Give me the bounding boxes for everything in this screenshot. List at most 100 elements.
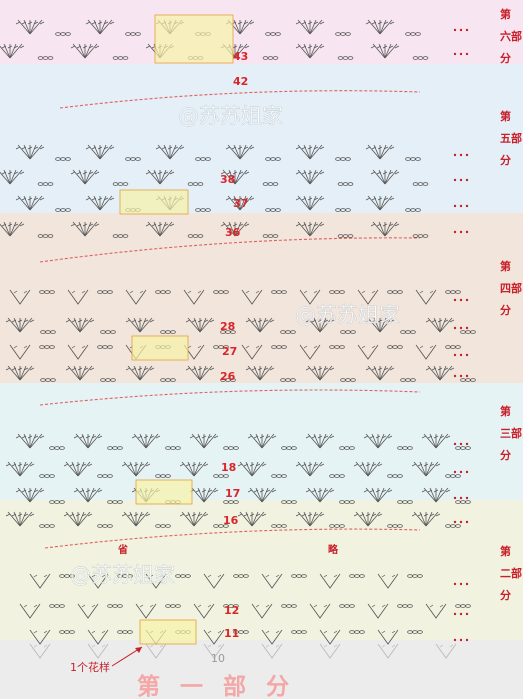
stitch-crossbar [445, 489, 451, 493]
chain-loop [233, 500, 239, 504]
shell-stitch-icon [15, 433, 45, 449]
shell-stitch-icon [421, 487, 451, 503]
stitch-stroke [377, 487, 385, 503]
stitch-crossbar [443, 319, 449, 323]
chain-stitch-icon [49, 500, 65, 504]
stitch-stroke [309, 19, 323, 35]
stitch-crossbar [29, 367, 35, 371]
omitted-curve-1 [59, 90, 421, 109]
stitch-crossbar [15, 146, 21, 150]
stitch-crossbar [145, 171, 151, 175]
chain-stitch-icon [165, 604, 181, 608]
stitch-crossbar [449, 319, 455, 323]
stitch-stroke [239, 144, 247, 160]
chain-loop [175, 446, 181, 450]
stitch-crossbar [85, 21, 91, 25]
stitch-crossbar [185, 513, 191, 517]
chain-loop [359, 574, 365, 578]
stitch-stroke [439, 365, 447, 381]
stitch-crossbar [319, 223, 325, 227]
section-band-part1 [0, 640, 523, 699]
chain-stitch-icon [117, 630, 133, 634]
stitch-crossbar [382, 45, 388, 49]
stitch-stroke [29, 19, 37, 35]
stitch-crossbar [245, 367, 251, 371]
row-number-38: 38 [220, 173, 235, 186]
stitch-crossbar [137, 367, 143, 371]
stitch-stroke [99, 195, 113, 211]
stitch-crossbar [301, 223, 307, 227]
chain-stitch-icon [160, 378, 176, 382]
stitch-crossbar [65, 367, 71, 371]
shell-stitch-icon [295, 43, 325, 59]
stitch-crossbar [319, 21, 325, 25]
stitch-crossbar [1, 223, 7, 227]
stitch-crossbar [13, 290, 18, 294]
stitch-crossbar [388, 171, 394, 175]
stitch-crossbar [13, 171, 19, 175]
chain-stitch-icon [55, 157, 71, 161]
stitch-crossbar [295, 223, 301, 227]
stitch-crossbar [209, 319, 215, 323]
chain-loop [345, 157, 351, 161]
stitch-stroke [77, 511, 85, 527]
chain-loop [47, 56, 54, 60]
chain-stitch-icon [387, 290, 403, 294]
stitch-crossbar [394, 45, 400, 49]
stitch-v [193, 603, 215, 619]
chain-loop [223, 345, 229, 349]
chain-stitch-icon [220, 378, 236, 382]
shell-stitch-icon [131, 433, 161, 449]
chain-stitch-icon [37, 182, 54, 186]
stitch-stroke [425, 461, 433, 477]
stitch-stroke [234, 221, 242, 237]
chain-loop [422, 182, 429, 186]
stitch-crossbar [109, 146, 115, 150]
stitch-crossbar [91, 574, 96, 578]
stitch-stroke [193, 511, 207, 527]
chain-stitch-icon [40, 378, 56, 382]
stitch-crossbar [363, 435, 369, 439]
pattern-repeat-label: 1个花样 [70, 660, 110, 674]
chain-loop [407, 604, 413, 608]
chain-loop [197, 182, 204, 186]
stitch-crossbar [143, 319, 149, 323]
dot [459, 153, 463, 157]
stitch-crossbar [213, 489, 219, 493]
stitch-crossbar [97, 21, 103, 25]
chain-loop [69, 630, 75, 634]
chain-stitch-icon [155, 524, 171, 528]
stitch-v [9, 289, 31, 305]
chain-stitch-icon [397, 500, 413, 504]
stitch-stroke [425, 511, 433, 527]
chain-stitch-icon [281, 446, 297, 450]
stitch-stroke [319, 487, 333, 503]
stitch-crossbar [295, 463, 301, 467]
stitch-crossbar [83, 367, 89, 371]
stitch-crossbar [220, 171, 226, 175]
chain-loop [175, 604, 181, 608]
stitch-crossbar [275, 644, 280, 648]
stitch-crossbar [195, 489, 201, 493]
chain-stitch-icon [262, 56, 279, 60]
stitch-crossbar [75, 513, 81, 517]
stitch-crossbar [23, 319, 29, 323]
stitch-stroke [319, 317, 333, 333]
stitch-crossbar [145, 463, 151, 467]
stitch-crossbar [163, 223, 169, 227]
row-number-28: 28 [220, 320, 235, 333]
continuation-dots-icon [453, 496, 469, 500]
stitch-stroke [439, 317, 447, 333]
stitch-crossbar [127, 513, 133, 517]
chain-stitch-icon [405, 157, 421, 161]
stitch-crossbar [319, 463, 325, 467]
chain-stitch-icon [97, 290, 113, 294]
stitch-crossbar [238, 171, 244, 175]
dot [453, 582, 457, 586]
dot [453, 326, 457, 330]
v-stitch-icon [9, 289, 31, 305]
stitch-crossbar [421, 489, 427, 493]
stitch-crossbar [247, 489, 253, 493]
stitch-crossbar [311, 435, 317, 439]
stitch-v [319, 629, 341, 645]
